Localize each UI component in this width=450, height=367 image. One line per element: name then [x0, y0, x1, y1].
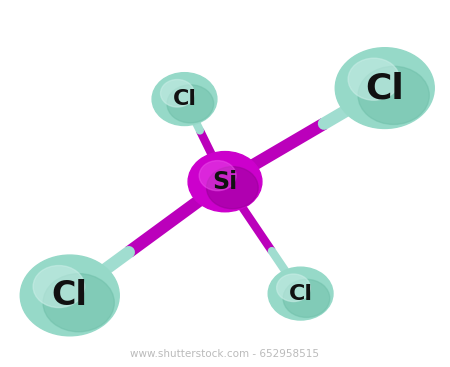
Circle shape	[43, 274, 114, 332]
Circle shape	[161, 80, 194, 107]
Text: www.shutterstock.com - 652958515: www.shutterstock.com - 652958515	[130, 349, 320, 359]
Circle shape	[20, 255, 119, 336]
Text: Si: Si	[212, 170, 238, 194]
Circle shape	[207, 167, 258, 209]
Circle shape	[358, 66, 429, 124]
Circle shape	[283, 279, 330, 317]
Circle shape	[167, 85, 214, 123]
Circle shape	[277, 274, 310, 302]
Circle shape	[348, 58, 400, 100]
Circle shape	[335, 48, 434, 128]
Text: Cl: Cl	[288, 284, 313, 304]
Circle shape	[268, 267, 333, 320]
Circle shape	[152, 73, 217, 126]
Text: Cl: Cl	[172, 89, 197, 109]
Circle shape	[33, 266, 85, 308]
Text: Cl: Cl	[365, 71, 404, 105]
Text: Cl: Cl	[52, 279, 88, 312]
Circle shape	[188, 152, 262, 212]
Circle shape	[199, 161, 236, 191]
